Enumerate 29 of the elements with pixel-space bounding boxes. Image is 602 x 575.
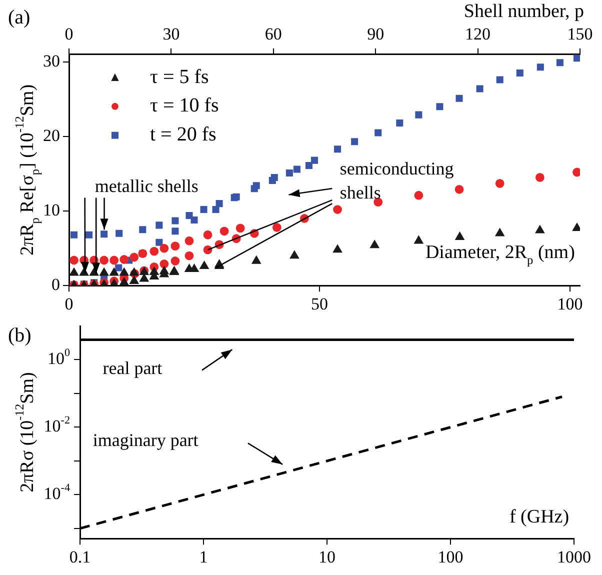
x2-axis-title: Shell number, p <box>464 0 584 22</box>
x2-tick-label: 30 <box>162 24 180 44</box>
y-tick-label: 20 <box>43 126 60 145</box>
legend-label: τ = 10 fs <box>150 94 219 117</box>
x-axis-title: f (GHz) <box>509 506 570 528</box>
x2-tick-label: 120 <box>465 24 491 44</box>
x-tick-label: 0.1 <box>69 547 91 566</box>
annotation: real part <box>102 358 162 378</box>
x2-tick-label: 150 <box>567 24 593 44</box>
annotation: imaginary part <box>92 430 198 450</box>
chart-title: (b) <box>8 324 32 346</box>
x-tick-label: 50 <box>310 294 328 314</box>
x-tick-label: 1 <box>199 547 208 566</box>
y-axis-title: 2πRp Re[σp] (10-12Sm) <box>12 84 42 256</box>
x-tick-label: 10 <box>318 547 336 566</box>
x2-tick-label: 60 <box>264 24 282 44</box>
x-tick-label: 100 <box>557 294 583 314</box>
x-tick-label: 100 <box>438 547 464 566</box>
y-tick-label: 10 <box>43 200 60 220</box>
chart-title: (a) <box>8 6 30 28</box>
x-tick-label: 1000 <box>557 547 591 566</box>
annotation: metallic shells <box>94 176 198 196</box>
y-tick-label: 0 <box>52 275 60 294</box>
legend-label: τ = 5 fs <box>150 66 209 88</box>
legend-label: t = 20 fs <box>150 124 216 146</box>
annotation: semiconducting shells <box>340 158 454 203</box>
x2-tick-label: 90 <box>367 24 384 44</box>
y-axis-title: 2πRσ (10-12Sm) <box>12 372 38 492</box>
y-tick-label: 30 <box>43 51 60 70</box>
